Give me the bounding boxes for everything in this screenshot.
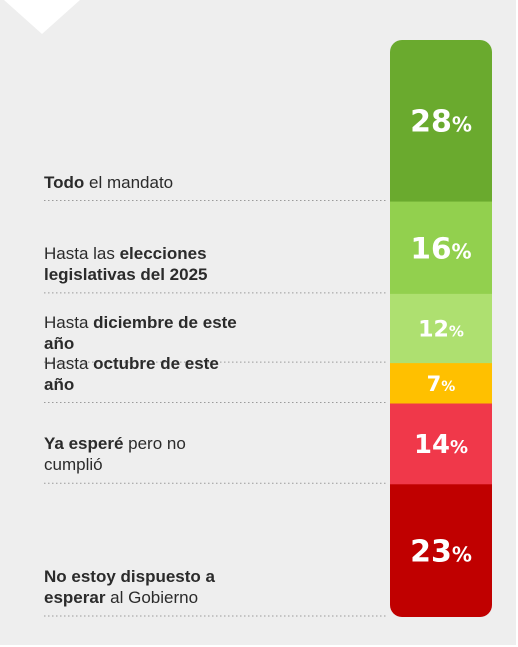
bar-segment-4 — [390, 363, 492, 405]
category-label-3: Hasta diciembre de este año — [44, 313, 237, 353]
category-label-1: Todo el mandato — [44, 173, 173, 192]
bar-segment-6 — [390, 484, 492, 617]
value-label-6: 23% — [410, 534, 472, 569]
bar-segment-1 — [390, 40, 492, 203]
value-label-5: 14% — [414, 430, 468, 460]
frame-edge-bottom — [0, 645, 518, 647]
value-label-1: 28% — [410, 105, 472, 140]
bar-segment-3 — [390, 293, 492, 364]
category-label-4: Hasta octubre de este año — [44, 354, 219, 394]
category-label-2: Hasta las elecciones legislativas del 20… — [44, 244, 208, 284]
frame-edge-right — [516, 0, 518, 647]
value-label-4: 7% — [427, 372, 456, 396]
category-label-5: Ya esperé pero no cumplió — [44, 434, 186, 474]
bar-segment-5 — [390, 403, 492, 485]
value-label-3: 12% — [418, 316, 464, 342]
corner-notch-decoration — [4, 0, 80, 34]
category-label-6: No estoy dispuesto a esperar al Gobierno — [44, 567, 215, 607]
value-label-2: 16% — [410, 231, 471, 265]
stacked-bar — [390, 40, 492, 617]
bar-segment-2 — [390, 201, 492, 295]
